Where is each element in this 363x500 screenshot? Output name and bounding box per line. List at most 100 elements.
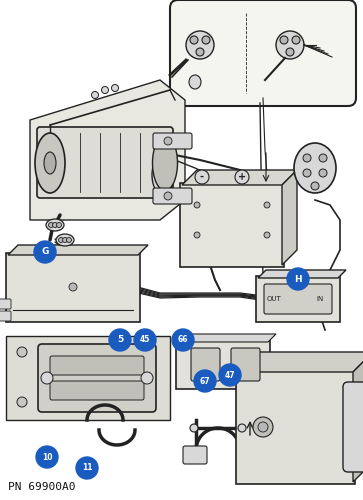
Circle shape xyxy=(190,36,198,44)
Ellipse shape xyxy=(56,234,74,246)
Text: PN 69900A0: PN 69900A0 xyxy=(8,482,76,492)
Circle shape xyxy=(76,457,98,479)
Circle shape xyxy=(253,417,273,437)
Text: -: - xyxy=(200,172,204,182)
Circle shape xyxy=(194,232,200,238)
Text: 47: 47 xyxy=(225,370,235,380)
FancyBboxPatch shape xyxy=(6,253,140,322)
Circle shape xyxy=(172,329,194,351)
Circle shape xyxy=(91,92,98,98)
Text: OUT: OUT xyxy=(267,296,281,302)
FancyBboxPatch shape xyxy=(256,276,340,322)
FancyBboxPatch shape xyxy=(264,284,332,314)
Circle shape xyxy=(219,364,241,386)
FancyBboxPatch shape xyxy=(153,133,192,149)
Text: 45: 45 xyxy=(140,336,150,344)
FancyBboxPatch shape xyxy=(37,127,173,198)
Ellipse shape xyxy=(186,31,214,59)
Polygon shape xyxy=(282,170,297,265)
Ellipse shape xyxy=(44,152,56,174)
Circle shape xyxy=(303,154,311,162)
Circle shape xyxy=(258,422,268,432)
FancyBboxPatch shape xyxy=(180,183,284,267)
FancyBboxPatch shape xyxy=(176,340,270,389)
Circle shape xyxy=(194,202,200,208)
FancyBboxPatch shape xyxy=(170,0,356,106)
Circle shape xyxy=(164,137,172,145)
Circle shape xyxy=(287,268,309,290)
Circle shape xyxy=(66,238,72,242)
Text: +: + xyxy=(238,172,246,182)
Polygon shape xyxy=(182,170,297,185)
Circle shape xyxy=(319,154,327,162)
Circle shape xyxy=(17,347,27,357)
Circle shape xyxy=(202,36,210,44)
Circle shape xyxy=(196,48,204,56)
FancyBboxPatch shape xyxy=(236,370,355,484)
Text: 5: 5 xyxy=(117,336,123,344)
Circle shape xyxy=(264,232,270,238)
Circle shape xyxy=(303,169,311,177)
Circle shape xyxy=(69,283,77,291)
Circle shape xyxy=(195,170,209,184)
Circle shape xyxy=(235,170,249,184)
FancyBboxPatch shape xyxy=(153,188,192,204)
Text: 67: 67 xyxy=(200,376,210,386)
Polygon shape xyxy=(258,270,346,278)
Circle shape xyxy=(286,48,294,56)
Polygon shape xyxy=(353,352,363,482)
Polygon shape xyxy=(8,245,148,255)
Circle shape xyxy=(58,238,64,242)
Ellipse shape xyxy=(152,136,178,190)
Circle shape xyxy=(238,424,246,432)
Circle shape xyxy=(311,182,319,190)
Text: 66: 66 xyxy=(178,336,188,344)
FancyBboxPatch shape xyxy=(38,344,156,412)
Circle shape xyxy=(134,329,156,351)
Text: 11: 11 xyxy=(82,464,92,472)
Circle shape xyxy=(62,238,68,242)
Circle shape xyxy=(140,347,150,357)
Polygon shape xyxy=(238,352,363,372)
FancyBboxPatch shape xyxy=(6,336,170,420)
Text: H: H xyxy=(294,274,302,283)
Ellipse shape xyxy=(276,31,304,59)
Circle shape xyxy=(280,36,288,44)
Circle shape xyxy=(111,84,118,91)
FancyBboxPatch shape xyxy=(183,446,207,464)
Ellipse shape xyxy=(152,155,174,195)
Circle shape xyxy=(164,192,172,200)
Text: IN: IN xyxy=(317,296,324,302)
Circle shape xyxy=(140,397,150,407)
Circle shape xyxy=(194,370,216,392)
Circle shape xyxy=(49,222,53,228)
Text: 10: 10 xyxy=(42,452,52,462)
Ellipse shape xyxy=(46,219,64,231)
Polygon shape xyxy=(178,334,276,342)
Circle shape xyxy=(292,36,300,44)
FancyBboxPatch shape xyxy=(191,348,220,381)
Circle shape xyxy=(141,372,153,384)
FancyBboxPatch shape xyxy=(0,299,11,309)
Circle shape xyxy=(109,329,131,351)
Circle shape xyxy=(190,424,198,432)
Circle shape xyxy=(319,169,327,177)
Circle shape xyxy=(41,372,53,384)
FancyBboxPatch shape xyxy=(231,348,260,381)
Circle shape xyxy=(57,222,61,228)
Ellipse shape xyxy=(294,143,336,193)
Circle shape xyxy=(264,202,270,208)
Ellipse shape xyxy=(35,133,65,193)
Text: G: G xyxy=(41,248,49,256)
Ellipse shape xyxy=(189,75,201,89)
FancyBboxPatch shape xyxy=(50,381,144,400)
FancyBboxPatch shape xyxy=(0,311,11,321)
Circle shape xyxy=(53,222,57,228)
FancyBboxPatch shape xyxy=(343,382,363,472)
FancyBboxPatch shape xyxy=(50,356,144,375)
Polygon shape xyxy=(30,80,185,220)
Circle shape xyxy=(34,241,56,263)
Circle shape xyxy=(102,86,109,94)
Circle shape xyxy=(36,446,58,468)
Circle shape xyxy=(17,397,27,407)
